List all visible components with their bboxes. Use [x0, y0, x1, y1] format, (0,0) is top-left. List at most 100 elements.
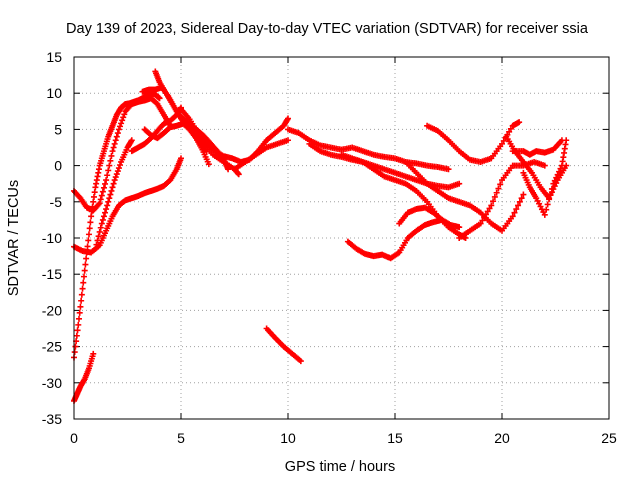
data-point [78, 291, 85, 298]
data-point [285, 115, 291, 122]
data-point [117, 123, 124, 130]
data-point [551, 177, 558, 184]
series-track-21 [456, 158, 548, 241]
data-point [509, 213, 516, 220]
data-point [104, 202, 111, 209]
data-point [103, 206, 110, 213]
data-point [74, 327, 81, 334]
data-point [117, 161, 124, 168]
data-point [105, 198, 112, 205]
y-tick-label: -15 [42, 266, 62, 282]
data-point [96, 200, 103, 207]
data-point [511, 209, 518, 216]
x-tick-label: 5 [177, 430, 185, 446]
data-point [97, 224, 104, 231]
data-point [516, 198, 523, 205]
series-track-14 [285, 126, 452, 173]
data-point [297, 358, 304, 365]
data-point [499, 140, 505, 147]
data-point [77, 303, 84, 310]
y-tick-label: 15 [46, 49, 62, 65]
data-point [108, 187, 115, 194]
data-point [506, 128, 513, 135]
data-point [90, 350, 97, 357]
y-tick-label: -30 [42, 375, 62, 391]
data-point [445, 166, 452, 173]
data-point [111, 140, 118, 147]
series-track-24 [520, 137, 570, 218]
data-point [497, 181, 504, 188]
series-track-11 [199, 137, 291, 173]
data-point [543, 206, 550, 213]
data-point [516, 119, 523, 126]
data-point [113, 133, 120, 140]
data-point [507, 125, 514, 132]
data-point [456, 180, 463, 187]
data-point [557, 165, 564, 172]
data-point [97, 196, 104, 203]
data-point [110, 180, 117, 187]
data-point [83, 255, 90, 262]
data-point [518, 195, 525, 202]
data-point [108, 152, 115, 159]
x-tick-label: 25 [601, 430, 617, 446]
data-point [99, 188, 106, 195]
y-tick-label: -35 [42, 411, 62, 427]
series-track-13 [263, 325, 304, 365]
data-point [482, 211, 489, 218]
data-point [491, 193, 498, 200]
y-tick-label: -10 [42, 230, 62, 246]
data-point [490, 198, 497, 205]
data-point [484, 208, 491, 215]
data-point [85, 231, 92, 238]
x-tick-label: 15 [387, 430, 403, 446]
data-point [71, 349, 78, 356]
data-point [109, 184, 116, 191]
data-point [479, 217, 486, 224]
data-point [495, 185, 502, 192]
data-point [87, 219, 94, 226]
data-point [115, 165, 122, 172]
data-point [106, 195, 113, 202]
data-point [72, 343, 79, 350]
data-point [107, 157, 114, 164]
data-point [544, 201, 551, 208]
data-point [500, 137, 507, 144]
data-point [481, 214, 488, 221]
data-point [80, 273, 87, 280]
data-point [110, 144, 117, 151]
data-point [98, 220, 105, 227]
data-point [100, 184, 107, 191]
y-tick-label: 0 [54, 158, 62, 174]
data-point [85, 237, 92, 244]
data-point [112, 137, 119, 144]
data-point [103, 177, 110, 184]
y-tick-label: -5 [50, 194, 63, 210]
axis-ticks: 0 5 10 15 20 25 -35 -30 -25 -20 -15 -10 -5 0 5 10 15 [42, 49, 617, 446]
data-point [520, 191, 527, 198]
data-point [118, 120, 125, 127]
data-point [84, 243, 91, 250]
data-point [513, 206, 520, 213]
data-point [493, 189, 500, 196]
data-point [550, 180, 557, 187]
data-point [205, 161, 212, 168]
data-point [112, 174, 119, 181]
x-tick-label: 20 [494, 430, 510, 446]
data-point [75, 321, 82, 328]
data-point [75, 315, 82, 322]
data-point [563, 137, 570, 144]
data-point [541, 211, 548, 218]
y-axis-label: SDTVAR / TECUs [6, 180, 22, 296]
data-point [115, 126, 122, 133]
data-point [105, 167, 112, 174]
data-point [120, 114, 127, 121]
series-track-18 [396, 204, 463, 231]
data-point [128, 137, 135, 144]
data-point [285, 137, 291, 144]
series-track-15 [306, 140, 463, 191]
data-point [79, 285, 86, 292]
data-point [235, 171, 242, 178]
